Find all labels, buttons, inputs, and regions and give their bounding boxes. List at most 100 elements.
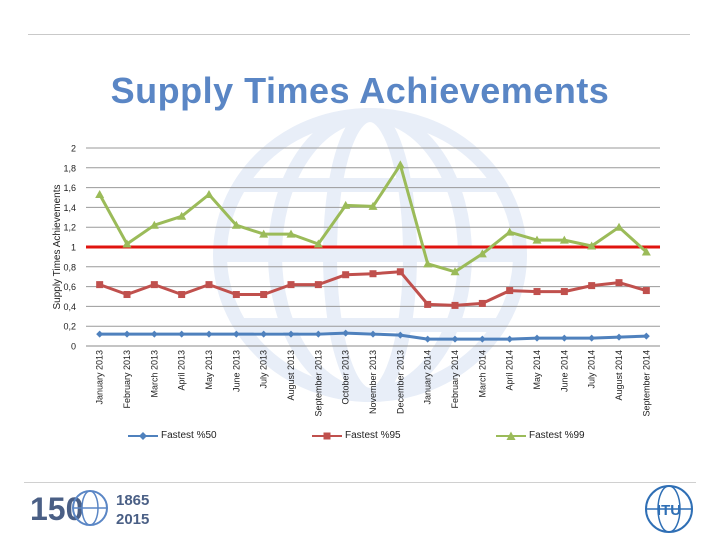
- data-point: [396, 268, 404, 276]
- data-point: [642, 287, 650, 295]
- logo-year-bottom: 2015: [116, 511, 149, 528]
- x-tick-label: September 2014: [641, 350, 651, 417]
- data-point: [231, 220, 241, 229]
- data-point: [395, 160, 405, 169]
- logo-year-top: 1865: [116, 492, 149, 509]
- logo-number: 150: [30, 491, 83, 527]
- data-point: [287, 281, 295, 289]
- x-tick-label: March 2014: [477, 350, 487, 398]
- logo-itu-text: ITU: [657, 502, 681, 519]
- legend-swatch: [312, 432, 342, 439]
- data-point: [424, 335, 432, 343]
- y-tick-label: 0,6: [63, 282, 76, 292]
- data-point: [642, 332, 650, 340]
- data-point: [587, 241, 597, 250]
- slide-title: Supply Times Achievements: [110, 70, 610, 111]
- data-point: [205, 330, 213, 338]
- legend-swatch: [128, 431, 158, 440]
- data-point: [260, 291, 268, 299]
- y-tick-label: 0,8: [63, 262, 76, 272]
- legend-label: Fastest %95: [345, 430, 401, 441]
- data-point: [560, 288, 568, 296]
- data-point: [287, 330, 295, 338]
- x-tick-label: June 2014: [559, 350, 569, 392]
- data-point: [178, 330, 186, 338]
- data-point: [451, 335, 459, 343]
- y-tick-label: 1,8: [63, 163, 76, 173]
- itu-150-anniversary-logo: 150 1865 2015: [30, 490, 149, 528]
- data-point: [532, 235, 542, 244]
- data-point: [505, 227, 515, 236]
- data-point: [313, 239, 323, 248]
- data-point: [150, 330, 158, 338]
- data-point: [559, 235, 569, 244]
- itu-watermark-icon: [213, 108, 527, 402]
- data-point: [588, 282, 596, 290]
- y-tick-label: 0,4: [63, 302, 76, 312]
- legend-item: Fastest %99: [496, 430, 585, 441]
- data-point: [178, 291, 186, 299]
- legend-label: Fastest %99: [529, 430, 585, 441]
- data-point: [533, 288, 541, 296]
- data-point: [450, 267, 460, 276]
- y-tick-label: 0,2: [63, 322, 76, 332]
- data-point: [204, 190, 214, 199]
- x-tick-label: April 2014: [505, 350, 515, 391]
- x-tick-label: July 2014: [587, 350, 597, 389]
- data-point: [369, 270, 377, 278]
- data-point: [588, 334, 596, 342]
- data-point: [123, 291, 131, 299]
- y-tick-label: 1,6: [63, 183, 76, 193]
- data-point: [314, 281, 322, 289]
- y-tick-label: 0: [71, 342, 76, 352]
- legend-label: Fastest %50: [161, 430, 217, 441]
- x-tick-label: February 2013: [122, 350, 132, 409]
- data-point: [95, 190, 105, 199]
- y-axis-title: Supply Times Achievements: [52, 184, 63, 309]
- data-point: [122, 239, 132, 248]
- itu-logo: ITU: [645, 485, 693, 533]
- data-point: [96, 281, 104, 289]
- data-point: [533, 334, 541, 342]
- legend-swatch: [496, 431, 526, 440]
- y-tick-label: 1,2: [63, 223, 76, 233]
- x-tick-label: December 2013: [395, 350, 405, 414]
- data-point: [396, 331, 404, 339]
- data-point: [342, 271, 350, 279]
- legend-item: Fastest %50: [128, 430, 217, 441]
- data-point: [150, 281, 158, 289]
- x-tick-label: January 2013: [95, 350, 105, 405]
- x-tick-label: August 2014: [614, 350, 624, 401]
- x-tick-label: May 2014: [532, 350, 542, 390]
- x-tick-label: February 2014: [450, 350, 460, 409]
- x-tick-label: November 2013: [368, 350, 378, 414]
- data-point: [615, 333, 623, 341]
- chart-legend: Fastest %50 Fastest %95 Fastest %99: [0, 430, 720, 448]
- x-tick-label: August 2013: [286, 350, 296, 401]
- data-point: [232, 291, 240, 299]
- x-tick-label: January 2014: [423, 350, 433, 405]
- data-point: [478, 335, 486, 343]
- data-point: [232, 330, 240, 338]
- data-point: [260, 330, 268, 338]
- data-point: [614, 222, 624, 231]
- data-point: [451, 301, 459, 309]
- data-point: [259, 229, 269, 238]
- x-tick-label: October 2013: [341, 350, 351, 405]
- x-tick-label: September 2013: [313, 350, 323, 417]
- x-tick-label: July 2013: [259, 350, 269, 389]
- data-point: [424, 300, 432, 308]
- data-point: [641, 247, 651, 256]
- data-point: [368, 201, 378, 210]
- data-point: [369, 330, 377, 338]
- data-point: [96, 330, 104, 338]
- data-point: [560, 334, 568, 342]
- data-point: [314, 330, 322, 338]
- data-point: [177, 211, 187, 220]
- data-point: [506, 287, 514, 295]
- y-tick-label: 2: [71, 144, 76, 154]
- x-tick-label: May 2013: [204, 350, 214, 390]
- data-point: [477, 249, 487, 258]
- data-point: [342, 329, 350, 337]
